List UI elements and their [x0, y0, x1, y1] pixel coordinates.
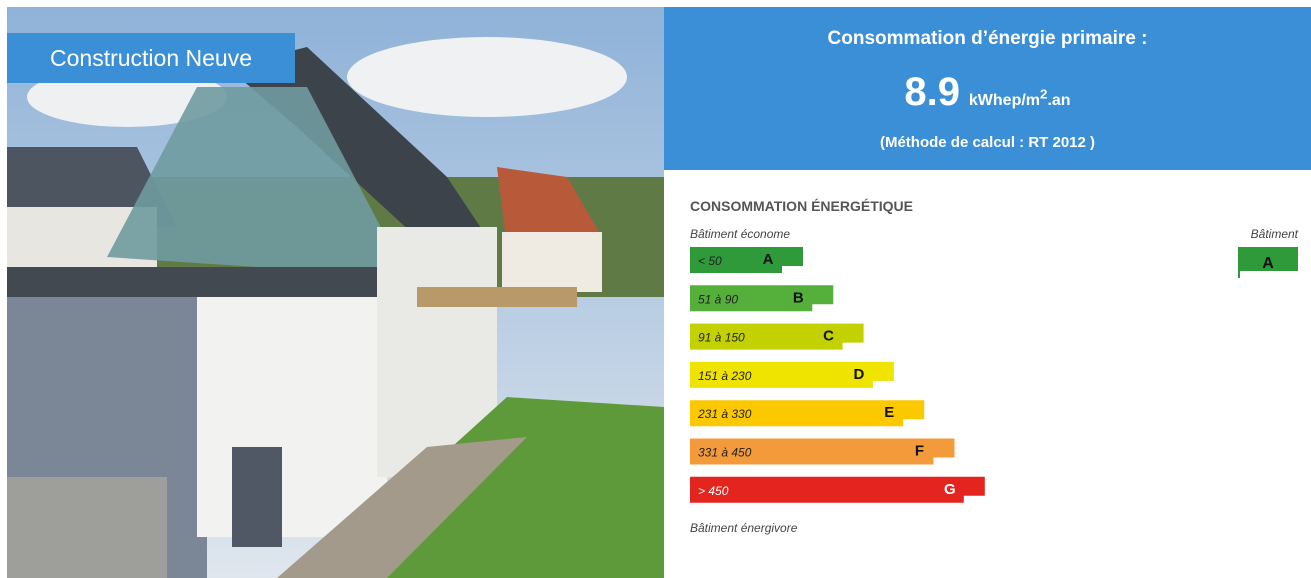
- class-range: > 450: [698, 484, 729, 498]
- class-letter: D: [853, 366, 864, 383]
- class-letter: G: [944, 481, 956, 498]
- class-range: 91 à 150: [698, 331, 745, 345]
- consumption-value: 8.9 kWhep/m2.an: [664, 70, 1311, 115]
- badge: Construction Neuve: [7, 33, 295, 83]
- label-title: CONSOMMATION ÉNERGÉTIQUE: [690, 198, 913, 214]
- class-letter: C: [823, 328, 834, 345]
- class-range: 51 à 90: [698, 292, 738, 306]
- class-range: 151 à 230: [698, 369, 752, 383]
- class-letter: F: [915, 443, 924, 460]
- page: Construction Neuve {"badge": "Constructi…: [0, 0, 1311, 578]
- house-photo: [7, 7, 664, 578]
- method: (Méthode de calcul : RT 2012 ): [664, 134, 1311, 151]
- header-title: Consommation d’énergie primaire :: [664, 28, 1311, 50]
- class-letter: B: [793, 289, 804, 306]
- building-class: A: [1262, 255, 1274, 272]
- class-letter: E: [884, 404, 894, 421]
- value: 8.9: [904, 70, 960, 114]
- class-letter: A: [763, 251, 774, 268]
- class-range: 231 à 330: [697, 407, 752, 421]
- page-root: Construction Neuve Consommation d’énergi…: [0, 0, 1311, 578]
- bottom-note: Bâtiment énergivore: [690, 521, 798, 535]
- class-range: < 50: [698, 254, 722, 268]
- class-range: 331 à 450: [698, 446, 752, 460]
- unit-end: .an: [1047, 92, 1070, 109]
- body: Construction Neuve Consommation d’énergi…: [0, 0, 1311, 578]
- building-heading: Bâtiment: [1251, 227, 1299, 241]
- consumption-header: Consommation d’énergie primaire : 8.9 kW…: [664, 7, 1311, 170]
- unit: kWhep/m: [969, 92, 1040, 109]
- class-bar: [690, 477, 985, 503]
- top-note: Bâtiment économe: [690, 227, 790, 241]
- energy-label: CONSOMMATION ÉNERGÉTIQUE Bâtiment économ…: [664, 170, 1311, 578]
